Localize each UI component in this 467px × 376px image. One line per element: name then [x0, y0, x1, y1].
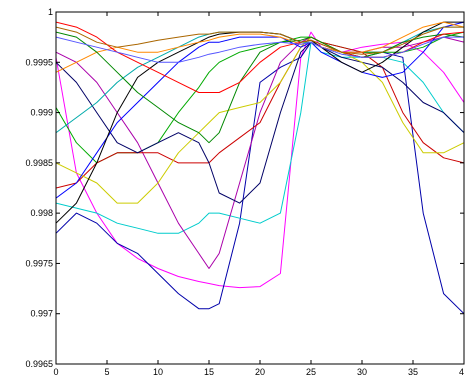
x-tick-label: 15 — [204, 367, 214, 376]
series-line-7 — [56, 41, 464, 204]
series-line-15 — [56, 36, 464, 63]
series-layer — [56, 21, 464, 315]
series-line-3 — [56, 41, 464, 234]
x-tick-label: 0 — [53, 367, 58, 376]
series-line-12 — [56, 21, 464, 73]
y-tick-label: 1 — [48, 7, 53, 17]
axes: 0.9965 0.997 0.9975 0.998 0.9985 0.999 0.9995 1… — [25, 7, 465, 376]
series-line-9 — [56, 21, 464, 199]
x-tick-label: 30 — [357, 367, 367, 376]
plot-area-background — [56, 12, 464, 364]
x-tick-label: 4 — [459, 367, 464, 376]
x-tick-label: 20 — [255, 367, 265, 376]
y-tick-label: 0.9985 — [25, 158, 53, 168]
x-tick-label: 25 — [306, 367, 316, 376]
series-line-16 — [56, 26, 464, 55]
series-line-2 — [56, 41, 464, 315]
y-tick-label: 0.999 — [30, 108, 53, 118]
series-line-13 — [56, 31, 464, 144]
x-tick-label: 35 — [408, 367, 418, 376]
x-tick-label: 5 — [104, 367, 109, 376]
series-line-6 — [56, 36, 464, 189]
y-tick-label: 0.997 — [30, 309, 53, 319]
series-line-4 — [56, 36, 464, 269]
y-tick-label: 0.998 — [30, 208, 53, 218]
series-line-8 — [56, 36, 464, 204]
y-tick-label: 0.9965 — [25, 359, 53, 369]
x-tick-label: 10 — [153, 367, 163, 376]
y-tick-label: 0.9975 — [25, 258, 53, 268]
y-tick-label: 0.9995 — [25, 57, 53, 67]
